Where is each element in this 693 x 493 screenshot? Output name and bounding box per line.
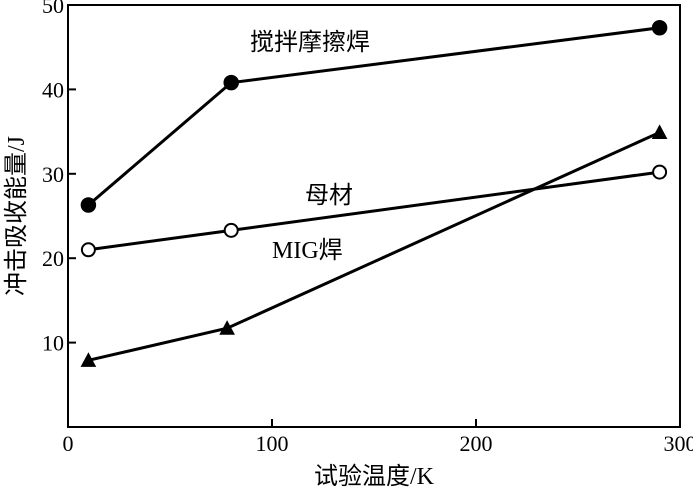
y-tick-label: 10 — [42, 331, 64, 356]
series-label-base-metal: 母材 — [305, 182, 353, 209]
series-lines — [87, 26, 661, 362]
data-point-open-circle — [652, 164, 668, 180]
y-tick-label: 30 — [42, 162, 64, 187]
data-point-filled-circle — [223, 74, 239, 91]
series-markers — [80, 20, 668, 367]
y-tick-label: 50 — [42, 0, 64, 18]
data-point-filled-triangle — [651, 124, 668, 139]
data-point-open-circle — [80, 242, 96, 258]
data-point-filled-triangle — [80, 352, 97, 367]
plot-frame — [67, 4, 681, 428]
labels: 试验温度/K 冲击吸收能量/J 搅拌摩擦焊 母材 MIG焊 — [3, 29, 435, 490]
ticks: 0 100 200 300 10 20 30 40 50 — [42, 0, 693, 456]
x-tick-label: 300 — [664, 431, 693, 456]
x-axis-label: 试验温度/K — [314, 463, 435, 490]
x-tick-label: 100 — [256, 431, 289, 456]
y-axis-label: 冲击吸收能量/J — [3, 136, 30, 296]
series-line-friction-stir-weld — [87, 26, 660, 207]
data-point-filled-circle — [651, 20, 668, 36]
series-line-mig-weld — [88, 131, 661, 362]
series-line-base-metal — [88, 170, 660, 252]
x-tick-label: 0 — [63, 431, 74, 456]
series-label-mig-weld: MIG焊 — [272, 237, 343, 264]
axes — [67, 4, 681, 428]
y-tick-label: 20 — [42, 246, 64, 271]
data-point-filled-triangle — [219, 320, 235, 335]
series-label-friction-stir-weld: 搅拌摩擦焊 — [250, 29, 370, 56]
y-tick-label: 40 — [42, 77, 64, 102]
x-tick-label: 200 — [460, 431, 493, 456]
data-point-filled-circle — [80, 197, 97, 213]
data-point-open-circle — [223, 222, 239, 238]
